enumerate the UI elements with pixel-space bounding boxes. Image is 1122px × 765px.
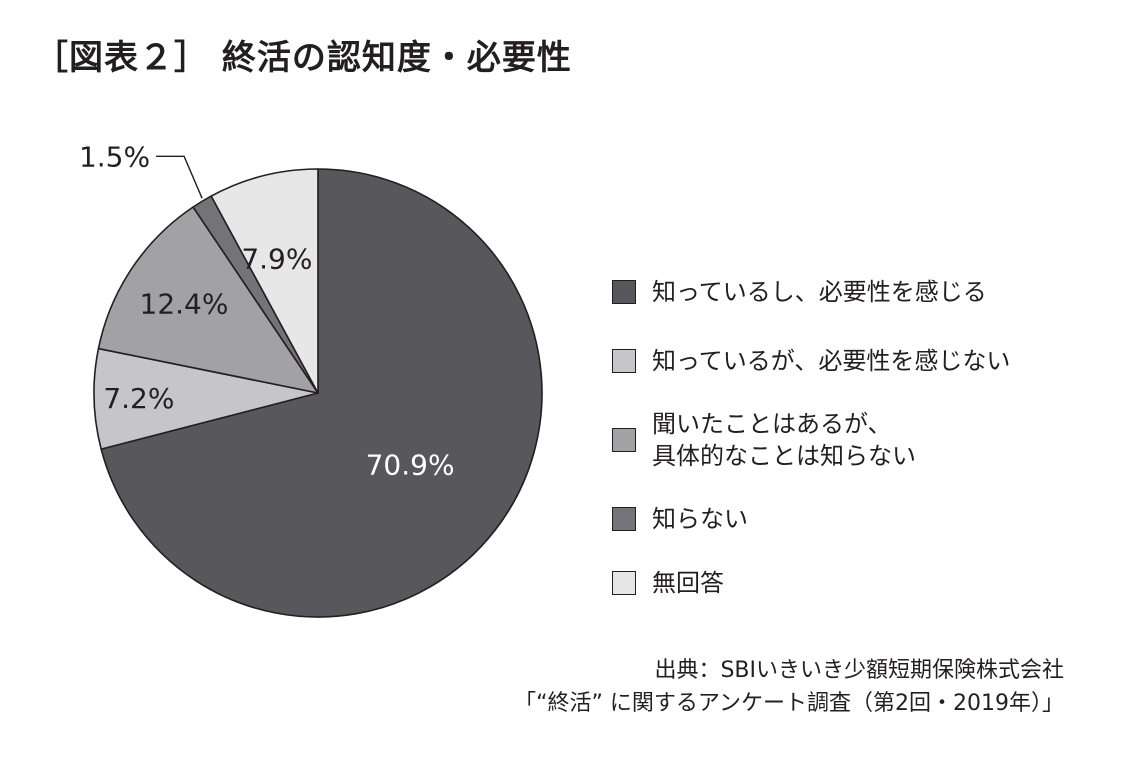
legend-swatch <box>612 507 636 531</box>
legend-item: 無回答 <box>612 569 724 599</box>
source-line-2: 「“終活” に関するアンケート調査（第2回・2019年）」 <box>514 691 1064 716</box>
pie-value-label: 1.5% <box>79 140 150 173</box>
legend-swatch <box>612 349 636 373</box>
pie-value-label: 7.2% <box>103 382 174 415</box>
legend-item: 聞いたことはあるが、 具体的なことは知らない <box>612 410 916 472</box>
legend-swatch <box>612 280 636 304</box>
source-line-1: 出典：SBIいきいき少額短期保険株式会社 <box>654 658 1064 683</box>
legend-label: 無回答 <box>652 569 724 597</box>
pie-value-label: 70.9% <box>366 448 455 481</box>
legend-swatch <box>612 428 636 452</box>
leader-line <box>156 155 203 199</box>
legend-item: 知っているが、必要性を感じない <box>612 347 1010 377</box>
pie-slice <box>210 168 319 394</box>
legend-label: 聞いたことはあるが、 具体的なことは知らない <box>652 410 916 470</box>
chart-title: ［図表２］ 終活の認知度・必要性 <box>34 38 572 78</box>
pie-slice <box>97 206 319 394</box>
legend-swatch <box>612 571 636 595</box>
legend-label: 知っているし、必要性を感じる <box>652 278 987 306</box>
legend-label: 知らない <box>652 505 748 533</box>
legend-label: 知っているが、必要性を感じない <box>652 347 1011 375</box>
source-note: 出典：SBIいきいき少額短期保険株式会社 「“終活” に関するアンケート調査（第… <box>514 654 1064 720</box>
pie-slice <box>93 347 319 450</box>
legend-item: 知っているし、必要性を感じる <box>612 278 987 308</box>
legend-item: 知らない <box>612 505 748 535</box>
pie-value-label: 7.9% <box>241 242 312 275</box>
pie-value-label: 12.4% <box>140 287 229 320</box>
pie-slice <box>100 168 543 618</box>
